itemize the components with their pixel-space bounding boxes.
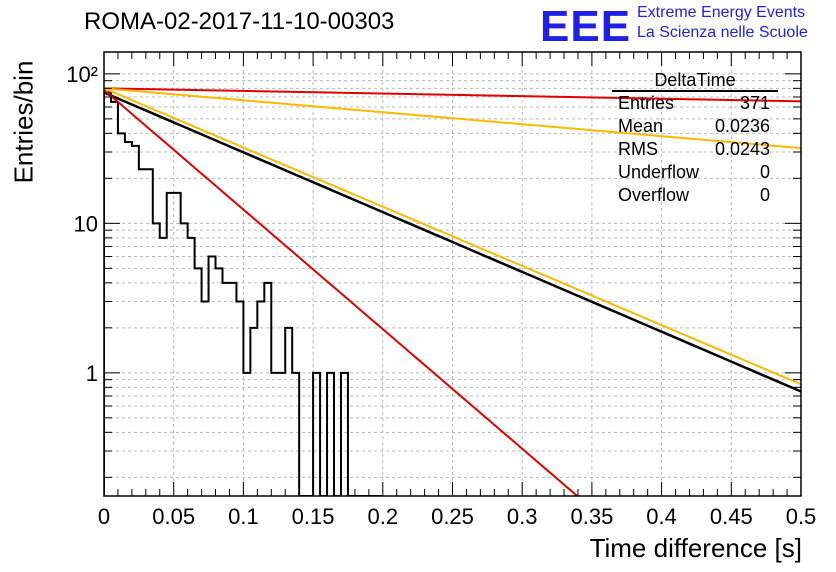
fit-curve-4 [104,87,801,103]
stats-label: Overflow [618,185,690,205]
y-tick-label: 1 [86,361,98,386]
y-tick-label: 10² [66,62,98,87]
logo-line-1: Extreme Energy Events [637,4,806,21]
eee-logo: EEE [540,2,632,51]
histogram-steps [104,91,383,496]
x-tick-label: 0.25 [431,504,474,529]
x-tick-label: 0 [98,504,110,529]
stats-row-mean: Mean 0.0236 [612,115,778,138]
x-tick-label: 0.45 [710,504,753,529]
fit-curve-1 [104,91,801,393]
stats-label: RMS [618,139,658,159]
x-tick-label: 0.5 [786,504,817,529]
stats-value: 0.0236 [714,116,770,136]
stats-title: DeltaTime [612,70,778,92]
x-tick-label: 0.1 [228,504,259,529]
stats-box: DeltaTime Entries 371 Mean 0.0236 RMS 0.… [612,70,778,207]
x-tick-label: 0.15 [292,504,335,529]
stats-value: 371 [739,93,770,113]
stats-value: 0 [759,185,770,205]
plot-title: ROMA-02-2017-11-10-00303 [84,8,395,35]
stats-label: Entries [618,93,675,113]
stats-row-entries: Entries 371 [612,92,778,115]
logo-line-2: La Scienza nelle Scuole [637,24,808,41]
x-tick-label: 0.2 [368,504,399,529]
x-tick-label: 0.4 [646,504,677,529]
x-tick-label: 0.3 [507,504,538,529]
fit-curve-3 [104,87,801,386]
y-tick-label: 10 [74,211,98,236]
stats-row-underflow: Underflow 0 [612,161,778,184]
fit-curve-5 [104,87,801,150]
stats-label: Mean [618,116,664,136]
stats-value: 0 [759,162,770,182]
stats-value: 0.0243 [714,139,770,159]
stats-label: Underflow [618,162,700,182]
x-tick-label: 0.35 [570,504,613,529]
x-tick-label: 0.05 [152,504,195,529]
stats-row-overflow: Overflow 0 [612,184,778,207]
y-axis-label: Entries/bin [8,60,39,184]
x-axis-label: Time difference [s] [589,533,802,563]
stats-row-rms: RMS 0.0243 [612,138,778,161]
fit-curve-2 [104,89,579,496]
